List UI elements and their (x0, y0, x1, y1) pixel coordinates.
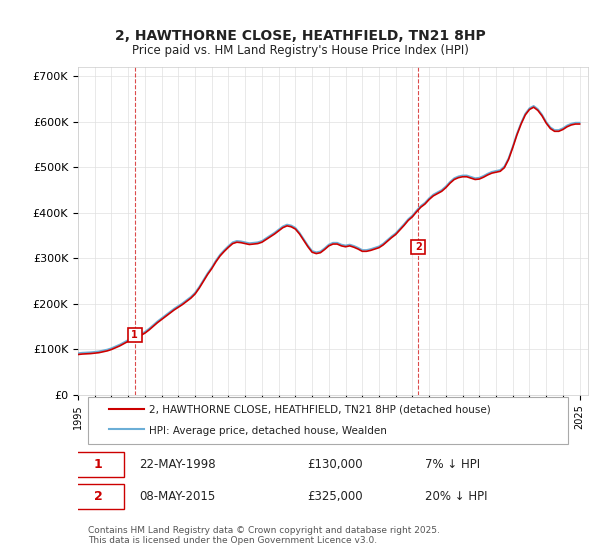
FancyBboxPatch shape (73, 484, 124, 509)
Text: 1: 1 (131, 330, 138, 340)
Text: 2: 2 (94, 490, 103, 503)
Text: 22-MAY-1998: 22-MAY-1998 (139, 458, 216, 470)
Text: £130,000: £130,000 (308, 458, 363, 470)
Text: 2: 2 (415, 242, 422, 252)
FancyBboxPatch shape (73, 451, 124, 477)
Text: 20% ↓ HPI: 20% ↓ HPI (425, 490, 487, 503)
Text: Price paid vs. HM Land Registry's House Price Index (HPI): Price paid vs. HM Land Registry's House … (131, 44, 469, 57)
Text: 1: 1 (94, 458, 103, 470)
FancyBboxPatch shape (88, 397, 568, 445)
Text: 08-MAY-2015: 08-MAY-2015 (139, 490, 215, 503)
Text: 2, HAWTHORNE CLOSE, HEATHFIELD, TN21 8HP: 2, HAWTHORNE CLOSE, HEATHFIELD, TN21 8HP (115, 29, 485, 44)
Text: 2, HAWTHORNE CLOSE, HEATHFIELD, TN21 8HP (detached house): 2, HAWTHORNE CLOSE, HEATHFIELD, TN21 8HP… (149, 405, 491, 415)
Text: £325,000: £325,000 (308, 490, 363, 503)
Text: Contains HM Land Registry data © Crown copyright and database right 2025.
This d: Contains HM Land Registry data © Crown c… (88, 526, 440, 545)
Text: HPI: Average price, detached house, Wealden: HPI: Average price, detached house, Weal… (149, 426, 387, 436)
Text: 7% ↓ HPI: 7% ↓ HPI (425, 458, 480, 470)
